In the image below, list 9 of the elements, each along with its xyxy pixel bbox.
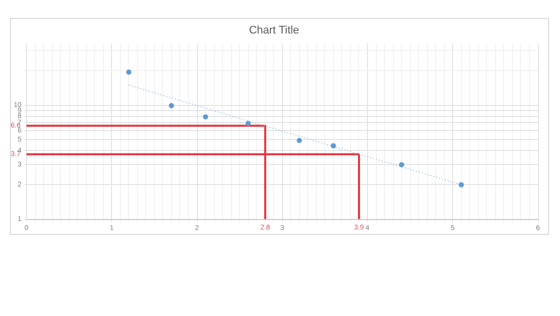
point — [399, 162, 404, 168]
chart-title: Chart Title — [248, 24, 300, 37]
point — [246, 120, 251, 126]
point — [330, 143, 336, 148]
point — [202, 114, 208, 120]
point — [168, 103, 174, 108]
point — [126, 70, 132, 75]
point — [458, 182, 464, 188]
point — [296, 138, 302, 144]
